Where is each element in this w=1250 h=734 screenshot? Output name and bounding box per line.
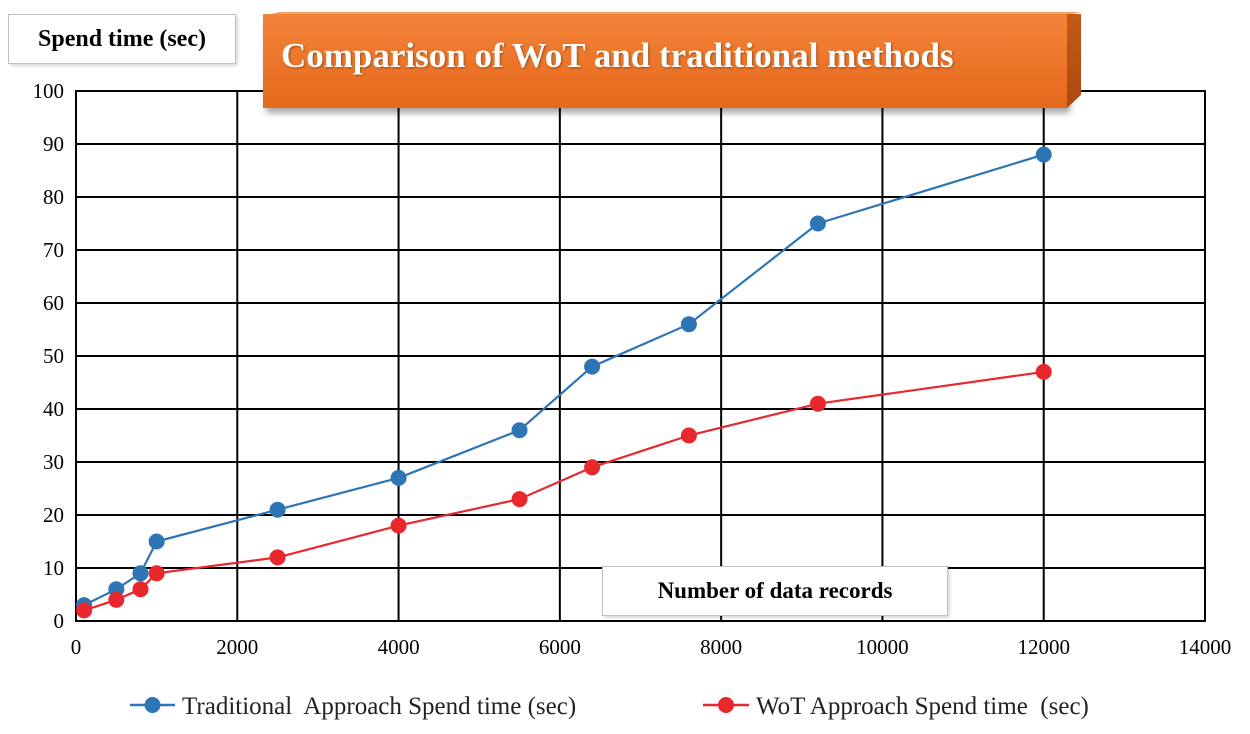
y-tick-label: 30	[43, 450, 64, 474]
data-point-0	[680, 316, 697, 333]
x-tick-label: 14000	[1179, 635, 1232, 659]
x-tick-label: 4000	[378, 635, 420, 659]
data-point-0	[132, 565, 149, 582]
x-tick-label: 0	[71, 635, 82, 659]
x-tick-label: 6000	[539, 635, 581, 659]
title-banner-face	[263, 14, 1067, 108]
data-point-1	[390, 517, 407, 534]
y-tick-label: 90	[43, 132, 64, 156]
y-axis-ticks: 0 10 20 30 40 50 60 70 80 90 100	[33, 79, 65, 633]
title-banner-side-bevel	[1067, 14, 1081, 108]
chart-title: Comparison of WoT and traditional method…	[281, 36, 954, 75]
data-point-0	[1035, 146, 1052, 163]
y-tick-label: 80	[43, 185, 64, 209]
data-point-1	[76, 602, 93, 619]
legend-label-0: Traditional Approach Spend time (sec)	[182, 693, 576, 720]
grid	[75, 90, 1206, 622]
x-tick-label: 8000	[700, 635, 742, 659]
legend: Traditional Approach Spend time (sec) WoT…	[130, 693, 1089, 720]
data-point-0	[511, 422, 528, 439]
y-tick-label: 20	[43, 503, 64, 527]
y-tick-label: 100	[33, 79, 65, 103]
data-point-1	[132, 581, 149, 598]
data-point-1	[1035, 363, 1052, 380]
data-point-0	[148, 533, 165, 550]
series-line-0	[83, 153, 1045, 607]
y-tick-label: 10	[43, 556, 64, 580]
x-axis-ticks: 0 2000 4000 6000 8000 10000 12000 14000	[71, 635, 1232, 659]
data-point-0	[390, 469, 407, 486]
legend-label-1: WoT Approach Spend time (sec)	[756, 693, 1089, 720]
data-point-0	[584, 358, 601, 375]
data-point-1	[269, 549, 286, 566]
y-tick-label: 40	[43, 397, 64, 421]
x-tick-label: 12000	[1017, 635, 1070, 659]
data-point-1	[148, 565, 165, 582]
y-tick-label: 60	[43, 291, 64, 315]
data-point-1	[584, 459, 601, 476]
series	[76, 146, 1052, 619]
x-tick-label: 10000	[856, 635, 909, 659]
y-tick-label: 50	[43, 344, 64, 368]
data-point-0	[269, 501, 286, 518]
data-point-1	[511, 491, 528, 508]
legend-marker-1	[718, 697, 734, 713]
data-point-0	[809, 215, 826, 232]
y-tick-label: 0	[54, 609, 65, 633]
data-point-1	[809, 395, 826, 412]
y-tick-label: 70	[43, 238, 64, 262]
data-point-1	[680, 427, 697, 444]
data-point-1	[108, 591, 125, 608]
x-axis-title: Number of data records	[602, 566, 948, 616]
legend-marker-0	[144, 697, 161, 713]
x-tick-label: 2000	[216, 635, 258, 659]
y-axis-title: Spend time (sec)	[8, 14, 236, 64]
chart-title-banner: Comparison of WoT and traditional method…	[263, 12, 1081, 110]
